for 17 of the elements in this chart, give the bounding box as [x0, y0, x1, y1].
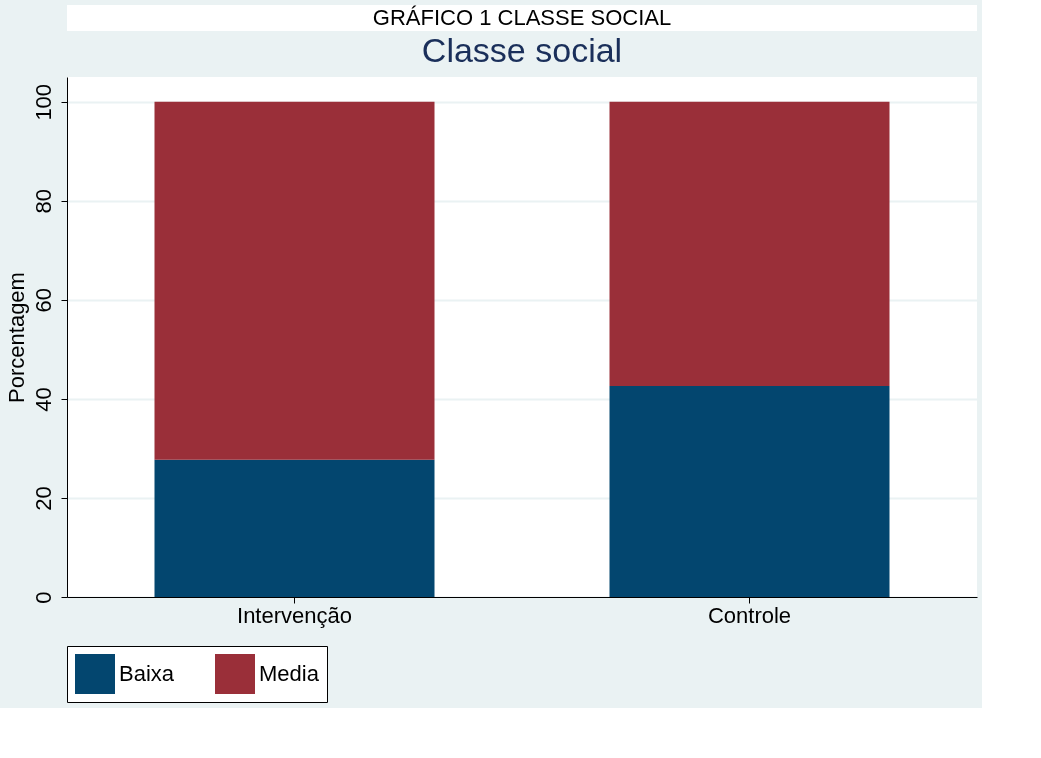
bar [609, 386, 890, 597]
y-tick-label: 20 [30, 486, 56, 511]
y-axis-title: Porcentagem [3, 272, 29, 403]
chart-title: Classe social [421, 31, 623, 69]
bar [154, 101, 435, 460]
y-tick-label: 40 [30, 387, 56, 412]
bar [154, 459, 435, 597]
y-tick-label: 100 [30, 83, 56, 121]
x-tick-label: Controle [707, 602, 792, 628]
text: GRÁFICO 1 CLASSE SOCIAL [372, 5, 672, 30]
bar [609, 101, 890, 387]
legend-label: Media [259, 661, 320, 686]
y-tick-label: 60 [30, 288, 56, 313]
y-tick-label: 0 [30, 591, 56, 604]
y-tick-label: 80 [30, 189, 56, 214]
legend-label: Baixa [119, 661, 175, 686]
x-tick-label: Intervenção [237, 602, 352, 628]
